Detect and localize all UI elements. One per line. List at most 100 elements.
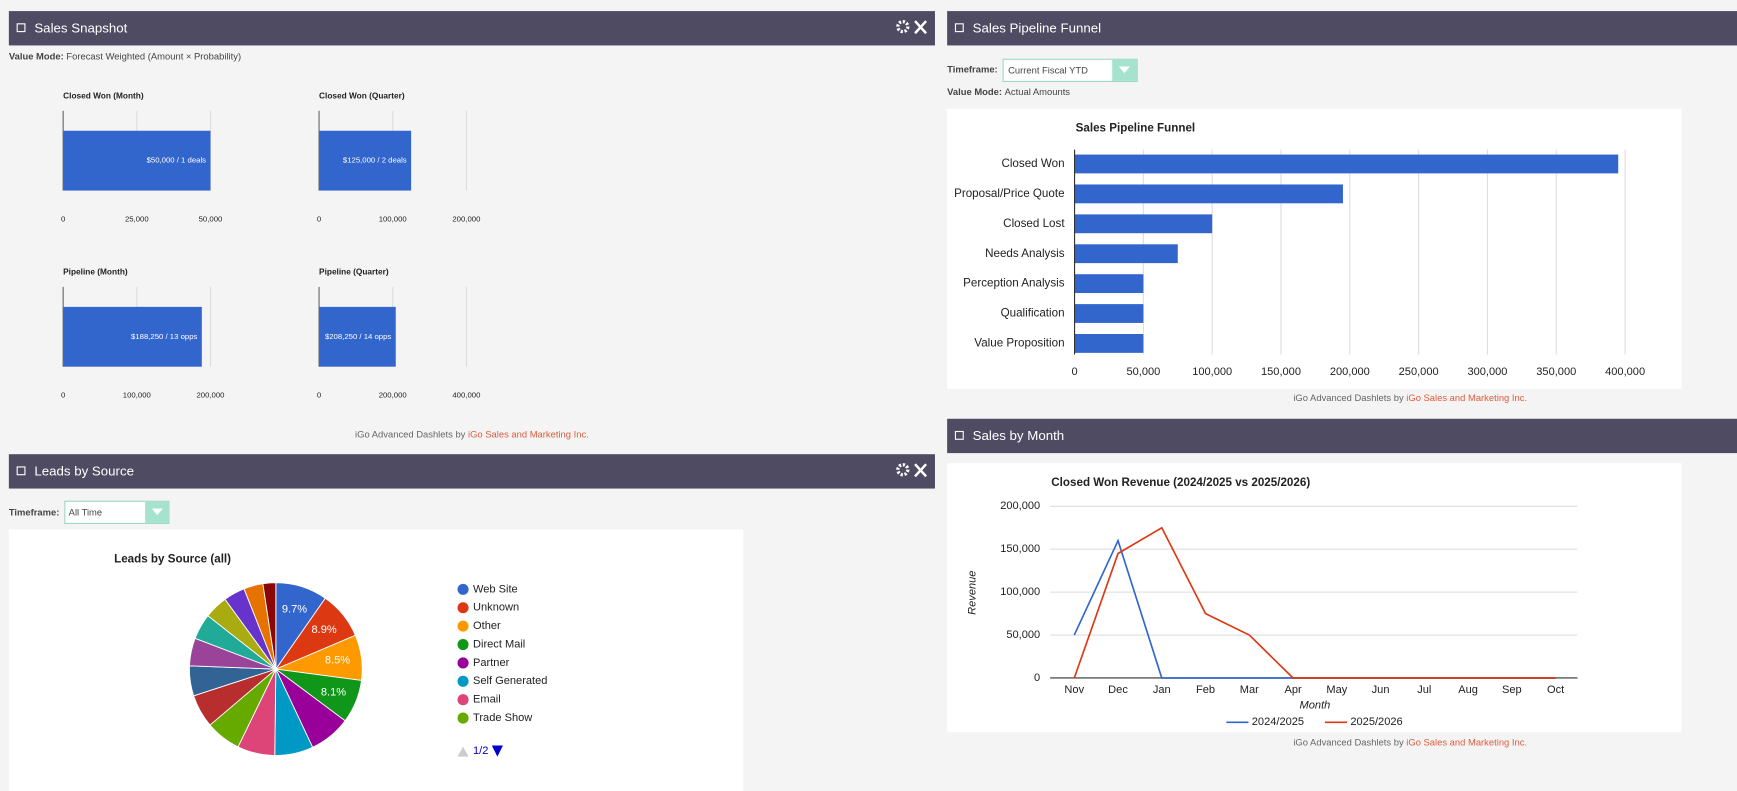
x-tick-label: 0 bbox=[61, 391, 65, 400]
legend-label: Web Site bbox=[473, 583, 518, 595]
y-tick-label: Proposal/Price Quote bbox=[954, 187, 1064, 200]
dashlet-title: Leads by Source bbox=[34, 463, 134, 478]
x-tick-label: 200,000 bbox=[452, 214, 480, 223]
settings-button[interactable] bbox=[896, 19, 910, 34]
footer: iGo Advanced Dashlets by iGo Sales and M… bbox=[355, 429, 589, 440]
bar bbox=[1074, 244, 1178, 264]
value-label: $125,000 / 2 deals bbox=[343, 156, 407, 165]
legend-label: Unknown bbox=[473, 602, 519, 614]
bar bbox=[1074, 154, 1619, 174]
x-tick-label: 350,000 bbox=[1536, 366, 1576, 378]
legend-label: 2025/2026 bbox=[1350, 716, 1402, 728]
x-tick-label: Dec bbox=[1108, 684, 1128, 696]
timeframe-label: Timeframe: bbox=[9, 506, 60, 517]
value-label: 8.9% bbox=[312, 624, 337, 636]
value-label: $208,250 / 14 opps bbox=[325, 332, 391, 341]
dashlet-header bbox=[947, 418, 1737, 454]
legend-marker bbox=[457, 675, 469, 687]
x-tick-label: 200,000 bbox=[1330, 366, 1370, 378]
legend-label: 2024/2025 bbox=[1252, 716, 1304, 728]
x-tick-label: 200,000 bbox=[196, 391, 224, 400]
y-tick-label: Needs Analysis bbox=[985, 247, 1065, 260]
close-button[interactable] bbox=[914, 20, 928, 35]
dashlet-header bbox=[8, 454, 935, 489]
bar bbox=[1074, 214, 1213, 234]
timeframe-label: Timeframe: bbox=[947, 63, 998, 74]
dashlet-title: Sales Snapshot bbox=[34, 20, 127, 35]
value-label: 9.7% bbox=[282, 604, 307, 616]
x-tick-label: 50,000 bbox=[1126, 366, 1160, 378]
select-value: All Time bbox=[69, 506, 102, 517]
legend-label: Self Generated bbox=[473, 675, 547, 687]
y-tick-label: 50,000 bbox=[1006, 629, 1040, 641]
value-label: $188,250 / 13 opps bbox=[131, 332, 197, 341]
chart-panel bbox=[8, 529, 744, 791]
bar bbox=[319, 130, 412, 191]
x-tick-label: Jan bbox=[1153, 684, 1171, 696]
value-mode: Value Mode: Forecast Weighted (Amount × … bbox=[9, 51, 241, 62]
value-label: 8.1% bbox=[321, 686, 346, 698]
value-label: 8.5% bbox=[325, 655, 350, 667]
select-value: Current Fiscal YTD bbox=[1008, 64, 1088, 75]
y-axis-title: Revenue bbox=[967, 571, 979, 615]
value-mode-value: Forecast Weighted (Amount × Probability) bbox=[66, 51, 241, 62]
value-label: $50,000 / 1 deals bbox=[147, 156, 207, 165]
legend-marker bbox=[457, 638, 469, 651]
x-tick-label: 0 bbox=[317, 391, 321, 400]
footer: iGo Advanced Dashlets by iGo Sales and M… bbox=[1293, 737, 1527, 748]
bar bbox=[63, 130, 211, 191]
timeframe-select[interactable]: Current Fiscal YTD bbox=[1002, 58, 1138, 82]
x-tick-label: 250,000 bbox=[1399, 366, 1439, 378]
x-tick-label: Apr bbox=[1284, 684, 1302, 696]
footer-text: iGo Advanced Dashlets by bbox=[1293, 737, 1404, 748]
value-mode-label: Value Mode: bbox=[947, 87, 1002, 98]
x-tick-label: Feb bbox=[1196, 684, 1215, 696]
bar bbox=[1074, 334, 1144, 353]
pager-next[interactable] bbox=[491, 745, 503, 757]
x-tick-label: Sep bbox=[1502, 684, 1522, 696]
footer-link[interactable]: iGo Sales and Marketing Inc. bbox=[468, 429, 589, 440]
legend-label: Other bbox=[473, 620, 501, 632]
x-tick-label: 0 bbox=[317, 214, 321, 223]
legend-label: Trade Show bbox=[473, 712, 533, 724]
chart-title: Closed Won (Month) bbox=[63, 91, 144, 101]
x-tick-label: 50,000 bbox=[199, 214, 223, 223]
x-tick-label: Jul bbox=[1417, 684, 1431, 696]
timeframe-select[interactable]: All Time bbox=[64, 500, 170, 525]
chart-title: Closed Won Revenue (2024/2025 vs 2025/20… bbox=[1051, 476, 1310, 489]
pager-text: 1/2 bbox=[473, 745, 488, 757]
dashlet-header bbox=[947, 11, 1737, 46]
footer-link[interactable]: iGo Sales and Marketing Inc. bbox=[1406, 392, 1527, 403]
x-tick-label: Mar bbox=[1240, 684, 1259, 696]
x-tick-label: 100,000 bbox=[123, 391, 151, 400]
footer-link[interactable]: iGo Sales and Marketing Inc. bbox=[1406, 737, 1527, 748]
chart-title: Sales Pipeline Funnel bbox=[1076, 122, 1196, 135]
dashlet-icon bbox=[954, 430, 964, 440]
legend-label: Partner bbox=[473, 657, 510, 669]
bar bbox=[63, 306, 202, 367]
footer-text: iGo Advanced Dashlets by bbox=[355, 429, 466, 440]
x-tick-label: Oct bbox=[1547, 684, 1564, 696]
legend-label: Email bbox=[473, 694, 501, 706]
legend-marker bbox=[457, 694, 469, 706]
close-button[interactable] bbox=[914, 463, 928, 478]
settings-button[interactable] bbox=[896, 463, 910, 477]
bar bbox=[319, 306, 396, 367]
pager-prev[interactable] bbox=[457, 746, 469, 757]
dashlet-title: Sales by Month bbox=[973, 428, 1065, 443]
footer: iGo Advanced Dashlets by iGo Sales and M… bbox=[1293, 392, 1527, 403]
x-tick-label: 400,000 bbox=[1605, 366, 1645, 378]
dashlet-icon bbox=[16, 23, 26, 33]
bar bbox=[1074, 304, 1144, 323]
chart-title: Pipeline (Month) bbox=[63, 267, 128, 277]
value-mode-label: Value Mode: bbox=[9, 51, 64, 62]
legend-pager: 1/2 bbox=[457, 745, 503, 757]
legend-marker bbox=[457, 712, 469, 724]
y-tick-label: 0 bbox=[1034, 672, 1040, 684]
y-tick-label: 150,000 bbox=[1000, 543, 1040, 555]
legend-label: Direct Mail bbox=[473, 638, 525, 650]
x-tick-label: Nov bbox=[1064, 684, 1084, 696]
pie-slice bbox=[262, 582, 277, 670]
dashlet-icon bbox=[954, 23, 964, 33]
